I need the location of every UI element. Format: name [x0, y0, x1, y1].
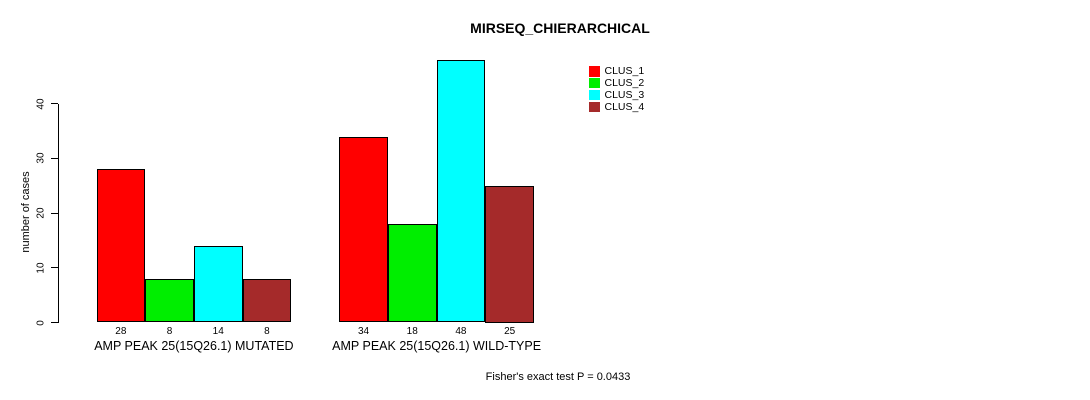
y-axis-tick: [51, 322, 58, 323]
y-axis-tick-label: 40: [35, 98, 47, 110]
legend-label: CLUS_1: [604, 65, 645, 78]
y-axis-tick-label: 0: [35, 319, 47, 326]
legend-label: CLUS_3: [604, 89, 645, 102]
y-axis-tick-label: 20: [35, 207, 47, 219]
y-axis-tick-label: 30: [35, 152, 47, 164]
bar-clus_1-group2: [339, 136, 388, 323]
fisher-test-annotation: Fisher's exact test P = 0.0433: [485, 371, 631, 383]
legend-swatch-clus_1: [589, 66, 600, 77]
y-axis-line: [58, 103, 59, 323]
y-axis-tick: [51, 157, 58, 159]
bar-value-label: 8: [264, 325, 270, 337]
y-axis-tick: [51, 103, 58, 105]
legend-item: CLUS_3: [589, 89, 645, 102]
bar-clus_1-group1: [96, 169, 146, 323]
bar-value-label: 18: [406, 325, 418, 337]
bar-value-label: 14: [212, 325, 224, 337]
y-axis-tick: [51, 267, 58, 269]
x-group-label: AMP PEAK 25(15Q26.1) WILD-TYPE: [332, 339, 542, 353]
x-group-label: AMP PEAK 25(15Q26.1) MUTATED: [94, 339, 294, 353]
legend: CLUS_1 CLUS_2 CLUS_3 CLUS_4: [589, 65, 645, 114]
bar-value-label: 8: [166, 325, 173, 337]
bar-clus_2-group2: [387, 224, 437, 323]
bar-clus_2-group1: [145, 278, 194, 323]
bar-clus_3-group1: [193, 245, 243, 323]
legend-label: CLUS_4: [604, 100, 645, 113]
bar-value-label: 34: [357, 325, 370, 337]
legend-swatch-clus_4: [589, 101, 600, 113]
legend-swatch-clus_2: [589, 77, 600, 89]
chart-title: MIRSEQ_CHIERARCHICAL: [470, 20, 650, 36]
y-axis-label: number of cases: [20, 171, 32, 253]
bar-clus_4-group2: [485, 185, 534, 323]
legend-label: CLUS_2: [604, 77, 645, 90]
y-axis-tick-label: 10: [35, 262, 47, 274]
bar-clus_3-group2: [436, 59, 486, 323]
y-axis-tick: [51, 212, 58, 214]
bar-value-label: 48: [455, 325, 467, 337]
bar-clus_4-group1: [242, 278, 292, 323]
legend-item: CLUS_1: [589, 65, 645, 78]
legend-item: CLUS_2: [589, 77, 645, 90]
legend-item: CLUS_4: [589, 100, 645, 113]
bar-value-label: 25: [504, 325, 516, 337]
legend-swatch-clus_3: [589, 89, 600, 101]
bar-value-label: 28: [115, 325, 127, 337]
